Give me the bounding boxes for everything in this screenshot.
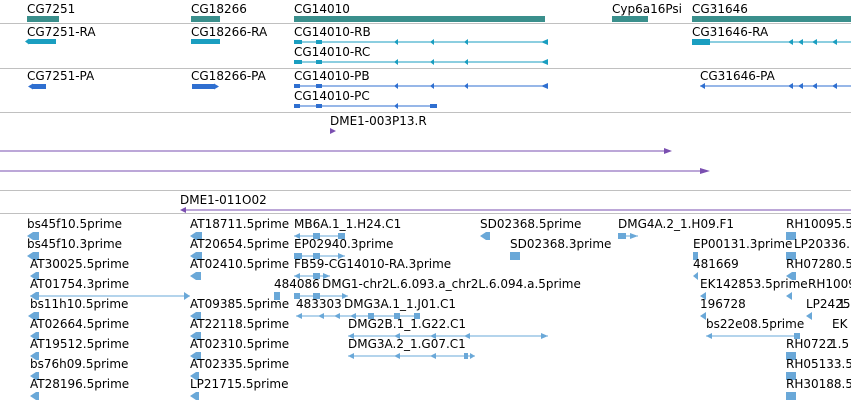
insert-glyph-dme1-003p13[interactable] (330, 128, 336, 134)
est-label[interactable]: RH30188.5 (786, 377, 851, 391)
transcript-glyph-cg18266-ra[interactable] (191, 39, 220, 44)
insert-line-1[interactable] (0, 148, 672, 154)
est-label[interactable]: AT02410.5prime (190, 257, 290, 271)
est-label[interactable]: bs11h10.5prime (30, 297, 129, 311)
gene-label[interactable]: CG31646 (692, 2, 748, 16)
transcript-glyph-cg14010-rc[interactable] (294, 59, 548, 65)
est-label[interactable]: DMG1-chr2L.6.093.a_chr2L.6.094.a.5prime (322, 277, 581, 291)
track-divider (0, 190, 851, 191)
est-label[interactable]: AT22118.5prime (190, 317, 290, 331)
gene-glyph-cg18266[interactable] (191, 16, 220, 22)
protein-label[interactable]: CG14010-PB (294, 69, 370, 83)
est-label[interactable]: SD02368.3prime (510, 237, 612, 251)
est-glyphs[interactable] (27, 232, 812, 400)
gene-glyph-cg14010[interactable] (294, 16, 545, 22)
est-label[interactable]: RH07280.5 (786, 257, 851, 271)
est-label[interactable]: 483303 (296, 297, 342, 311)
est-label[interactable]: MB6A.1_1.H24.C1 (294, 217, 402, 231)
protein-glyph-cg18266-pa[interactable] (192, 83, 219, 90)
est-label[interactable]: DMG3A.2_1.G07.C1 (348, 337, 466, 351)
est-label[interactable]: EP00131.3prime (693, 237, 793, 251)
est-label[interactable]: 484086 (274, 277, 320, 291)
protein-label[interactable]: CG31646-PA (700, 69, 775, 83)
gene-glyph-cg7251[interactable] (27, 16, 59, 22)
est-label[interactable]: bs76h09.5prime (30, 357, 129, 371)
est-label[interactable]: AT30025.5prime (30, 257, 130, 271)
est-label[interactable]: DMG4A.2_1.H09.F1 (618, 217, 735, 231)
est-label[interactable]: RH1009 (808, 277, 851, 291)
gene-label[interactable]: CG18266 (191, 2, 247, 16)
est-label[interactable]: AT01754.3prime (30, 277, 130, 291)
est-label[interactable]: RH05133.5 (786, 357, 851, 371)
est-label[interactable]: 481669 (693, 257, 739, 271)
protein-glyph-cg7251-pa[interactable] (28, 83, 46, 90)
transcript-label[interactable]: CG18266-RA (191, 25, 268, 39)
est-label[interactable]: AT09385.5prime (190, 297, 290, 311)
est-label[interactable]: RH10095.5 (786, 217, 851, 231)
protein-glyph-cg31646-pa[interactable] (700, 83, 851, 89)
est-label[interactable]: AT19512.5prime (30, 337, 130, 351)
est-label[interactable]: DMG2B.1_1.G22.C1 (348, 317, 467, 331)
track-divider (0, 213, 851, 214)
protein-label[interactable]: CG14010-PC (294, 89, 370, 103)
est-label[interactable]: EK (832, 317, 848, 331)
est-label[interactable]: AT02335.5prime (190, 357, 290, 371)
track-divider (0, 68, 851, 69)
est-label[interactable]: AT02310.5prime (190, 337, 290, 351)
insert-line-2[interactable] (0, 168, 710, 174)
est-label[interactable]: DMG3A.1_1.J01.C1 (344, 297, 457, 311)
est-label[interactable]: bs45f10.5prime (27, 217, 123, 231)
gene-label[interactable]: CG7251 (27, 2, 76, 16)
protein-label[interactable]: CG7251-PA (27, 69, 95, 83)
est-label[interactable]: 1.5 (830, 337, 850, 351)
est-label[interactable]: bs45f10.3prime (27, 237, 123, 251)
insert-label[interactable]: DME1-003P13.R (330, 114, 427, 128)
est-label[interactable]: 1. (838, 297, 850, 311)
track-divider (0, 23, 851, 24)
gene-label[interactable]: Cyp6a16Psi (612, 2, 682, 16)
est-label[interactable]: 196728 (700, 297, 746, 311)
insert-label[interactable]: DME1-011O02 (180, 193, 267, 207)
est-label[interactable]: AT28196.5prime (30, 377, 130, 391)
protein-glyph-cg14010-pc[interactable] (294, 103, 437, 109)
est-label[interactable]: EK142853.5prime (700, 277, 808, 291)
est-label[interactable]: FB59-CG14010-RA.3prime (294, 257, 452, 271)
protein-glyph-cg14010-pb[interactable] (294, 83, 548, 89)
est-label[interactable]: AT20654.5prime (190, 237, 290, 251)
track-divider (0, 112, 851, 113)
est-label[interactable]: AT18711.5prime (190, 217, 290, 231)
transcript-glyph-cg14010-rb[interactable] (294, 39, 548, 45)
gene-glyph-cyp6a16psi[interactable] (612, 16, 648, 22)
insert-glyph-dme1-011o02[interactable] (180, 207, 851, 213)
transcript-label[interactable]: CG14010-RC (294, 45, 371, 59)
est-label[interactable]: EP02940.3prime (294, 237, 394, 251)
transcript-label[interactable]: CG31646-RA (692, 25, 769, 39)
gene-glyph-cg31646[interactable] (692, 16, 851, 22)
gene-label[interactable]: CG14010 (294, 2, 350, 16)
est-label[interactable]: bs22e08.5prime (706, 317, 805, 331)
est-label[interactable]: RH0722 (786, 337, 834, 351)
est-label[interactable]: SD02368.5prime (480, 217, 582, 231)
est-label[interactable]: LP21715.5prime (190, 377, 289, 391)
transcript-glyph-cg31646-ra[interactable] (692, 39, 851, 45)
transcript-label[interactable]: CG14010-RB (294, 25, 371, 39)
est-label[interactable]: AT02664.5prime (30, 317, 130, 331)
transcript-glyph-cg7251-ra[interactable] (25, 38, 56, 45)
protein-label[interactable]: CG18266-PA (191, 69, 266, 83)
est-label[interactable]: LP20336. (794, 237, 850, 251)
est-label[interactable]: LP2425 (806, 297, 851, 311)
transcript-label[interactable]: CG7251-RA (27, 25, 96, 39)
